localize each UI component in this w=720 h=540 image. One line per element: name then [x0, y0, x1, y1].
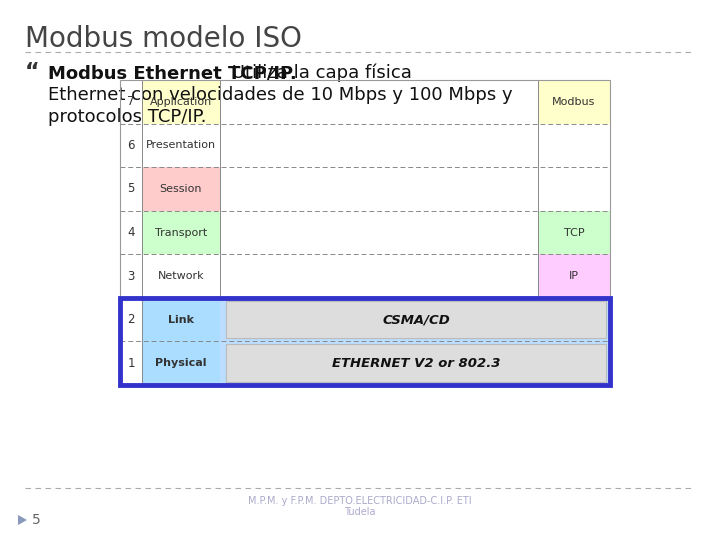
Bar	[220, 80, 538, 124]
Text: CSMA/CD: CSMA/CD	[382, 313, 450, 326]
Text: TCP: TCP	[564, 227, 585, 238]
Bar	[120, 167, 142, 211]
Bar	[120, 298, 610, 385]
Bar	[220, 298, 538, 341]
Text: Session: Session	[160, 184, 202, 194]
Bar	[142, 254, 220, 298]
Text: Application: Application	[150, 97, 212, 107]
Text: 2: 2	[127, 313, 135, 326]
Bar	[220, 211, 538, 254]
Bar	[538, 254, 610, 298]
Text: Ethernet con velocidades de 10 Mbps y 100 Mbps y: Ethernet con velocidades de 10 Mbps y 10…	[48, 86, 513, 104]
Text: Tudela: Tudela	[344, 507, 376, 517]
Text: 7: 7	[127, 95, 135, 109]
Bar	[120, 341, 142, 385]
Bar	[120, 211, 142, 254]
Text: IP: IP	[569, 271, 579, 281]
Text: “: “	[25, 62, 40, 82]
Bar	[120, 298, 142, 341]
Bar	[120, 124, 142, 167]
Text: Link: Link	[168, 315, 194, 325]
Bar	[142, 341, 220, 385]
Bar	[538, 124, 610, 167]
Text: 1: 1	[127, 357, 135, 370]
Bar	[538, 341, 610, 385]
Text: Presentation: Presentation	[146, 140, 216, 150]
Text: 5: 5	[127, 183, 135, 195]
Bar	[538, 298, 610, 341]
Bar	[538, 211, 610, 254]
Bar	[120, 80, 610, 298]
Text: ETHERNET V2 or 802.3: ETHERNET V2 or 802.3	[332, 357, 500, 370]
Text: 5: 5	[32, 513, 41, 527]
Bar	[538, 80, 610, 124]
Bar	[538, 167, 610, 211]
Bar	[120, 254, 142, 298]
Bar	[220, 167, 538, 211]
Bar	[220, 341, 538, 385]
Bar	[220, 254, 538, 298]
Bar	[142, 211, 220, 254]
Bar	[142, 167, 220, 211]
Text: Physical: Physical	[156, 358, 207, 368]
Text: 4: 4	[127, 226, 135, 239]
Bar	[142, 80, 220, 124]
Text: 3: 3	[127, 269, 135, 282]
Text: Utiliza la capa física: Utiliza la capa física	[226, 64, 412, 83]
Bar	[120, 80, 142, 124]
Text: Modbus modelo ISO: Modbus modelo ISO	[25, 25, 302, 53]
Bar	[142, 124, 220, 167]
Text: Network: Network	[158, 271, 204, 281]
Text: protocolos TCP/IP.: protocolos TCP/IP.	[48, 108, 207, 126]
Bar	[226, 301, 606, 339]
Polygon shape	[18, 515, 27, 525]
Text: Transport: Transport	[155, 227, 207, 238]
Text: M.P.M. y F.P.M. DEPTO.ELECTRICIDAD-C.I.P. ETI: M.P.M. y F.P.M. DEPTO.ELECTRICIDAD-C.I.P…	[248, 496, 472, 506]
Bar	[226, 345, 606, 382]
Text: 6: 6	[127, 139, 135, 152]
Bar	[220, 124, 538, 167]
Text: Modbus Ethernet TCP/IP.: Modbus Ethernet TCP/IP.	[48, 64, 297, 82]
Text: Modbus: Modbus	[552, 97, 595, 107]
Bar	[142, 298, 220, 341]
